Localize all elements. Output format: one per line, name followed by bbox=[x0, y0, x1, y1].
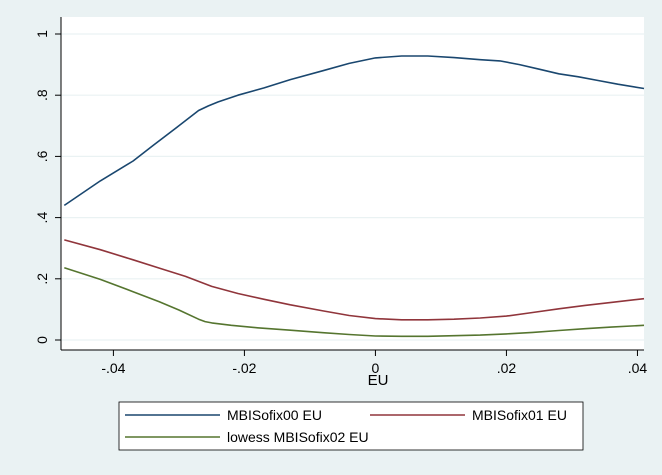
y-tick-label-2: .4 bbox=[34, 212, 50, 224]
x-tick-label-0: -.04 bbox=[101, 360, 125, 376]
x-tick-label-4: .04 bbox=[628, 360, 648, 376]
legend-label-0: MBISofix00 EU bbox=[227, 407, 322, 423]
axes: 0 .2 .4 .6 .8 1 -.04 -.02 0 .02 .04 bbox=[34, 17, 647, 376]
series-line-0 bbox=[63, 55, 645, 207]
plot-area bbox=[61, 17, 644, 350]
legend-label-1: MBISofix01 EU bbox=[472, 407, 567, 423]
series-line-1 bbox=[64, 239, 645, 321]
series-lines bbox=[63, 55, 645, 338]
x-axis-label: EU bbox=[368, 372, 389, 389]
grid-lines bbox=[61, 33, 644, 341]
legend-box bbox=[118, 401, 584, 451]
legend: MBISofix00 EU MBISofix01 EU lowess MBISo… bbox=[118, 401, 584, 451]
x-tick-label-1: -.02 bbox=[232, 360, 256, 376]
y-tick-label-5: 1 bbox=[34, 30, 50, 38]
y-tick-label-4: .8 bbox=[34, 89, 50, 101]
y-tick-label-3: .6 bbox=[34, 150, 50, 162]
x-tick-label-2: 0 bbox=[372, 360, 380, 376]
series-line-2 bbox=[64, 267, 645, 338]
x-tick-label-3: .02 bbox=[497, 360, 517, 376]
y-tick-label-0: 0 bbox=[34, 336, 50, 344]
y-tick-label-1: .2 bbox=[34, 273, 50, 285]
legend-label-2: lowess MBISofix02 EU bbox=[227, 429, 369, 445]
